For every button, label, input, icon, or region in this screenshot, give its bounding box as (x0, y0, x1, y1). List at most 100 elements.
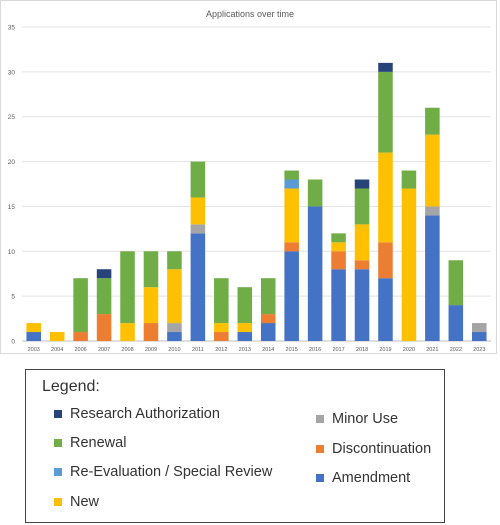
legend-label: New (70, 494, 99, 510)
bar-segment-re-evaluation-special-review-2015 (284, 180, 299, 189)
bar-segment-new-2009 (144, 287, 159, 323)
y-tick-label: 20 (8, 159, 16, 166)
x-tick-label: 2011 (192, 347, 204, 353)
bar-segment-renewal-2017 (331, 233, 346, 242)
bar-segment-amendment-2018 (355, 269, 370, 341)
x-tick-label: 2009 (145, 347, 157, 353)
stacked-bar-chart: Applications over time 0 5 10 15 20 25 30 35 20… (1, 1, 498, 355)
legend-label: Research Authorization (70, 406, 220, 422)
bar-segment-discontinuation-2006 (73, 332, 88, 341)
x-tick-label: 2019 (379, 347, 391, 353)
x-tick-label: 2021 (426, 347, 438, 353)
bar-segment-research-authorization-2007 (97, 269, 112, 278)
y-tick-label: 10 (8, 249, 16, 256)
x-tick-label: 2020 (403, 347, 415, 353)
x-tick-label: 2010 (168, 347, 180, 353)
bar-segment-new-2003 (26, 323, 41, 332)
bar-segment-amendment-2003 (26, 332, 41, 341)
bar-segment-new-2019 (378, 153, 393, 243)
bar-segment-amendment-2021 (425, 215, 440, 341)
y-tick-label: 15 (8, 204, 16, 211)
bar-segment-new-2012 (214, 323, 229, 332)
y-tick-label: 0 (11, 339, 15, 346)
legend-swatch (54, 439, 62, 447)
bar-segment-amendment-2011 (191, 233, 206, 341)
bar-segment-renewal-2010 (167, 251, 182, 269)
bar-segment-renewal-2009 (144, 251, 159, 287)
bar-segment-renewal-2006 (73, 278, 88, 332)
bar-segment-discontinuation-2009 (144, 323, 159, 341)
legend-swatch (316, 474, 324, 482)
bar-segment-minor-use-2021 (425, 206, 440, 215)
bar-segment-amendment-2010 (167, 332, 182, 341)
bar-segment-amendment-2014 (261, 323, 276, 341)
legend-label: Re-Evaluation / Special Review (70, 464, 272, 480)
legend-item-amendment: Amendment (316, 470, 410, 486)
bar-segment-new-2004 (50, 332, 65, 341)
bar-segment-research-authorization-2018 (355, 180, 370, 189)
bar-segment-renewal-2013 (238, 287, 253, 323)
chart-title: Applications over time (206, 9, 294, 19)
legend-item-research-authorization: Research Authorization (54, 406, 220, 422)
bar-segment-renewal-2014 (261, 278, 276, 314)
x-tick-label: 2004 (51, 347, 63, 353)
legend-label: Discontinuation (332, 441, 431, 457)
x-axis-ticks: 2003 2004 2006 2007 2008 2009 2010 2011 2012 2013… (28, 347, 486, 353)
legend-swatch (54, 468, 62, 476)
bar-segment-discontinuation-2007 (97, 314, 112, 341)
bar-segment-discontinuation-2012 (214, 332, 229, 341)
bar-segment-new-2015 (284, 188, 299, 242)
legend-swatch (316, 445, 324, 453)
x-tick-label: 2018 (356, 347, 368, 353)
x-tick-label: 2015 (286, 347, 298, 353)
legend-label: Minor Use (332, 411, 398, 427)
gridlines (22, 27, 491, 341)
legend-item-discontinuation: Discontinuation (316, 441, 431, 457)
y-axis-ticks: 0 5 10 15 20 25 30 35 (8, 25, 16, 346)
bar-segment-new-2017 (331, 242, 346, 251)
legend-label: Amendment (332, 470, 410, 486)
legend-label: Renewal (70, 435, 126, 451)
legend-item-renewal: Renewal (54, 435, 126, 451)
bar-segment-renewal-2007 (97, 278, 112, 314)
legend-title: Legend: (42, 378, 100, 396)
bar-segment-discontinuation-2019 (378, 242, 393, 278)
bar-segment-minor-use-2023 (472, 323, 487, 332)
chart-frame: Applications over time 0 5 10 15 20 25 30 35 20… (0, 0, 497, 354)
bar-segment-renewal-2020 (402, 171, 417, 189)
bar-segment-renewal-2012 (214, 278, 229, 323)
bar-segment-new-2011 (191, 197, 206, 224)
y-tick-label: 30 (8, 69, 16, 76)
x-tick-label: 2012 (215, 347, 227, 353)
x-tick-label: 2006 (75, 347, 87, 353)
y-tick-label: 5 (11, 294, 15, 301)
bar-segment-discontinuation-2017 (331, 251, 346, 269)
bar-segment-amendment-2022 (449, 305, 464, 341)
x-tick-label: 2022 (450, 347, 462, 353)
bar-segment-renewal-2018 (355, 188, 370, 224)
legend-swatch (316, 415, 324, 423)
bar-segment-amendment-2013 (238, 332, 253, 341)
x-tick-label: 2016 (309, 347, 321, 353)
bar-segment-new-2021 (425, 135, 440, 207)
x-tick-label: 2023 (473, 347, 485, 353)
bar-segment-new-2020 (402, 188, 417, 341)
x-tick-label: 2003 (28, 347, 40, 353)
bar-segment-amendment-2015 (284, 251, 299, 341)
bar-segment-renewal-2022 (449, 260, 464, 305)
bar-segment-minor-use-2010 (167, 323, 182, 332)
bar-segment-discontinuation-2015 (284, 242, 299, 251)
bar-segment-new-2008 (120, 323, 135, 341)
bar-segment-discontinuation-2014 (261, 314, 276, 323)
bar-segment-amendment-2017 (331, 269, 346, 341)
x-tick-label: 2014 (262, 347, 274, 353)
y-tick-label: 25 (8, 114, 16, 121)
legend-item-minor-use: Minor Use (316, 411, 398, 427)
legend: Legend: Research Authorization Renewal R… (25, 369, 445, 523)
legend-swatch (54, 410, 62, 418)
legend-item-re-evaluation-special-review: Re-Evaluation / Special Review (54, 464, 272, 480)
bar-segment-discontinuation-2018 (355, 260, 370, 269)
x-tick-label: 2007 (98, 347, 110, 353)
bar-segment-research-authorization-2019 (378, 63, 393, 72)
bar-segment-amendment-2019 (378, 278, 393, 341)
